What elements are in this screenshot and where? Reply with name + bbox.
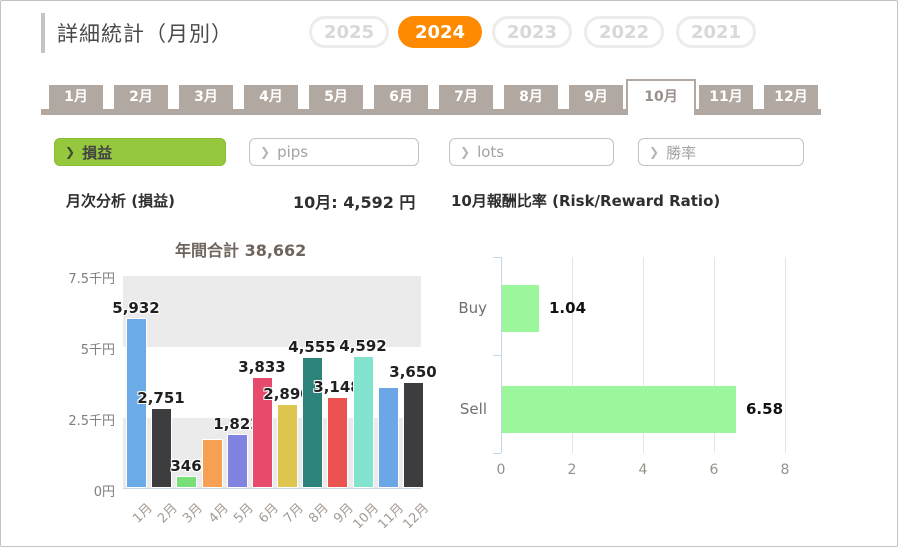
chart-bar-2月 xyxy=(151,408,172,488)
year-pill-2021[interactable]: 2021 xyxy=(676,16,756,48)
month-tab-11[interactable]: 11月 xyxy=(699,85,753,109)
hbar-buy xyxy=(502,285,539,332)
monthly-analysis-label: 月次分析 (損益) xyxy=(66,192,175,210)
chevron-right-icon: ❯ xyxy=(460,145,471,159)
x-tick-label-8: 8 xyxy=(780,462,790,478)
category-label-sell: Sell xyxy=(459,400,487,418)
filter-pips[interactable]: ❯ pips xyxy=(249,138,419,166)
annual-total-label: 年間合計 38,662 xyxy=(175,241,307,260)
y-axis-label-1: 2.5千円 xyxy=(68,414,115,429)
y-axis-tick-2 xyxy=(493,453,501,454)
title-accent-bar xyxy=(41,13,45,53)
bar-value-label: 4,592 xyxy=(339,337,387,355)
x-tick-label-4: 4 xyxy=(638,462,648,478)
month-total-value: 10月: 4,592 円 xyxy=(293,193,416,212)
month-tab-2[interactable]: 2月 xyxy=(114,85,168,109)
filter-label: lots xyxy=(477,143,505,161)
risk-reward-title: 10月報酬比率 (Risk/Reward Ratio) xyxy=(451,192,721,210)
bar-value-label: 4,555 xyxy=(288,338,336,356)
hbar-sell xyxy=(502,386,736,433)
filter-profit-loss[interactable]: ❯ 損益 xyxy=(54,138,226,166)
chart-bar-1月 xyxy=(126,318,147,488)
gridline-x-8 xyxy=(785,257,786,453)
bar-value-label: 346 xyxy=(170,457,202,475)
month-tab-10[interactable]: 10月 xyxy=(626,79,696,115)
chart-bar-11月 xyxy=(378,387,399,488)
filter-label: 損益 xyxy=(82,143,113,162)
chart-bar-9月 xyxy=(327,397,348,488)
filter-label: 勝率 xyxy=(666,143,697,162)
bar-value-label: 3,833 xyxy=(238,358,286,376)
year-pill-2024[interactable]: 2024 xyxy=(398,16,482,48)
chart-bar-7月 xyxy=(277,404,298,488)
filter-win-rate[interactable]: ❯ 勝率 xyxy=(638,138,804,166)
chart-bar-3月 xyxy=(176,476,197,488)
chart-bar-5月 xyxy=(227,434,248,488)
gridline-x-2 xyxy=(572,257,573,453)
month-tab-3[interactable]: 3月 xyxy=(179,85,233,109)
y-axis-line xyxy=(501,257,502,453)
chart-bar-12月 xyxy=(403,382,424,488)
chart-bar-10月 xyxy=(353,356,374,488)
hbar-value-label: 1.04 xyxy=(549,299,587,317)
chevron-right-icon: ❯ xyxy=(65,145,76,159)
month-tab-7[interactable]: 7月 xyxy=(439,85,493,109)
gridline-x-4 xyxy=(643,257,644,453)
x-axis-line xyxy=(123,488,421,489)
filter-label: pips xyxy=(277,143,309,161)
month-tab-12[interactable]: 12月 xyxy=(764,85,818,109)
x-tick-label-0: 0 xyxy=(496,462,506,478)
month-tab-5[interactable]: 5月 xyxy=(309,85,363,109)
chart-bar-6月 xyxy=(252,377,273,488)
y-axis-label-2: 5千円 xyxy=(80,343,115,358)
chevron-right-icon: ❯ xyxy=(260,145,271,159)
y-axis-label-3: 7.5千円 xyxy=(68,272,115,287)
bar-value-label: 5,932 xyxy=(112,299,160,317)
bar-value-label: 2,890 xyxy=(263,385,311,403)
x-tick-label-6: 6 xyxy=(709,462,719,478)
x-tick-label-2: 2 xyxy=(567,462,577,478)
hbar-value-label: 6.58 xyxy=(746,400,784,418)
bar-value-label: 2,751 xyxy=(137,389,185,407)
year-pill-2023[interactable]: 2023 xyxy=(492,16,572,48)
month-tab-underline xyxy=(41,109,821,115)
page-title: 詳細統計（月別） xyxy=(57,22,233,46)
y-axis-label-0: 0円 xyxy=(93,485,115,500)
bar-value-label: 3,650 xyxy=(389,363,437,381)
y-axis-tick-0 xyxy=(493,257,501,258)
month-tab-8[interactable]: 8月 xyxy=(504,85,558,109)
monthly-bar-chart-plot: 5,932 1月 2,751 2月 346 3月 4月 1,822 5月 3,833 6月 2,890… xyxy=(112,276,437,532)
month-tab-1[interactable]: 1月 xyxy=(49,85,103,109)
filter-lots[interactable]: ❯ lots xyxy=(449,138,614,166)
chart-bar-4月 xyxy=(202,439,223,488)
month-tab-6[interactable]: 6月 xyxy=(374,85,428,109)
plot-band-upper xyxy=(123,276,421,347)
gridline-x-6 xyxy=(714,257,715,453)
y-axis-tick-1 xyxy=(493,355,501,356)
chart-bar-8月 xyxy=(302,357,323,488)
year-pill-2025[interactable]: 2025 xyxy=(309,16,389,48)
category-label-buy: Buy xyxy=(458,299,487,317)
x-axis-category: 3月 xyxy=(179,500,206,527)
year-pill-2022[interactable]: 2022 xyxy=(584,16,664,48)
month-tab-bar: 1月 2月 3月 4月 5月 6月 7月 8月 9月 10月 11月 12月 xyxy=(41,79,821,115)
x-axis-category: 12月 xyxy=(400,500,433,533)
month-tab-4[interactable]: 4月 xyxy=(244,85,298,109)
chevron-right-icon: ❯ xyxy=(649,145,660,159)
bar-value-label: 3,148 xyxy=(313,378,361,396)
bar-value-label: 1,822 xyxy=(213,415,261,433)
month-tab-9[interactable]: 9月 xyxy=(569,85,623,109)
